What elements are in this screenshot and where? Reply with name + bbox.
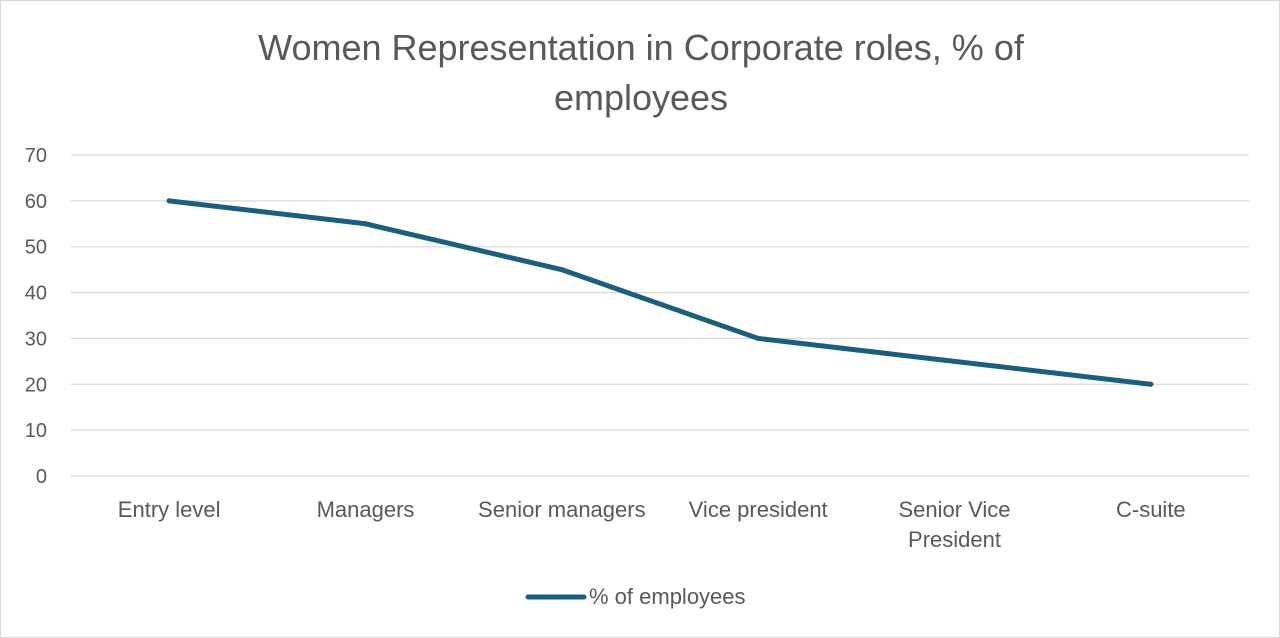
data-point [166, 198, 172, 204]
y-tick-label: 10 [25, 420, 47, 442]
y-tick-label: 0 [36, 466, 47, 488]
legend: % of employees [525, 584, 746, 609]
y-tick-label: 20 [25, 374, 47, 396]
y-tick-label: 60 [25, 191, 47, 213]
y-tick-label: 30 [25, 328, 47, 350]
data-point [755, 335, 761, 341]
y-tick-label: 40 [25, 283, 47, 305]
x-axis: Entry level Managers Senior managers Vice p… [118, 497, 1186, 552]
chart-title: Women Representation in Corporate roles,… [258, 27, 1024, 118]
y-tick-label: 70 [25, 145, 47, 167]
x-tick-label: Managers [317, 497, 415, 522]
x-tick-label: Vice president [689, 497, 828, 522]
x-tick-label: Senior Vice President [898, 497, 1010, 552]
y-axis: 0 10 20 30 40 50 60 70 [25, 145, 47, 488]
x-tick-label: C-suite [1116, 497, 1186, 522]
legend-label: % of employees [589, 584, 746, 609]
y-tick-label: 50 [25, 237, 47, 259]
data-point [1148, 381, 1154, 387]
series-group [166, 198, 1154, 387]
gridlines [71, 154, 1249, 477]
data-point [363, 221, 368, 227]
x-tick-label: Entry level [118, 497, 221, 522]
data-point [559, 267, 565, 273]
series-line [166, 198, 1154, 387]
x-tick-label: Senior managers [478, 497, 646, 522]
data-point [952, 358, 957, 364]
